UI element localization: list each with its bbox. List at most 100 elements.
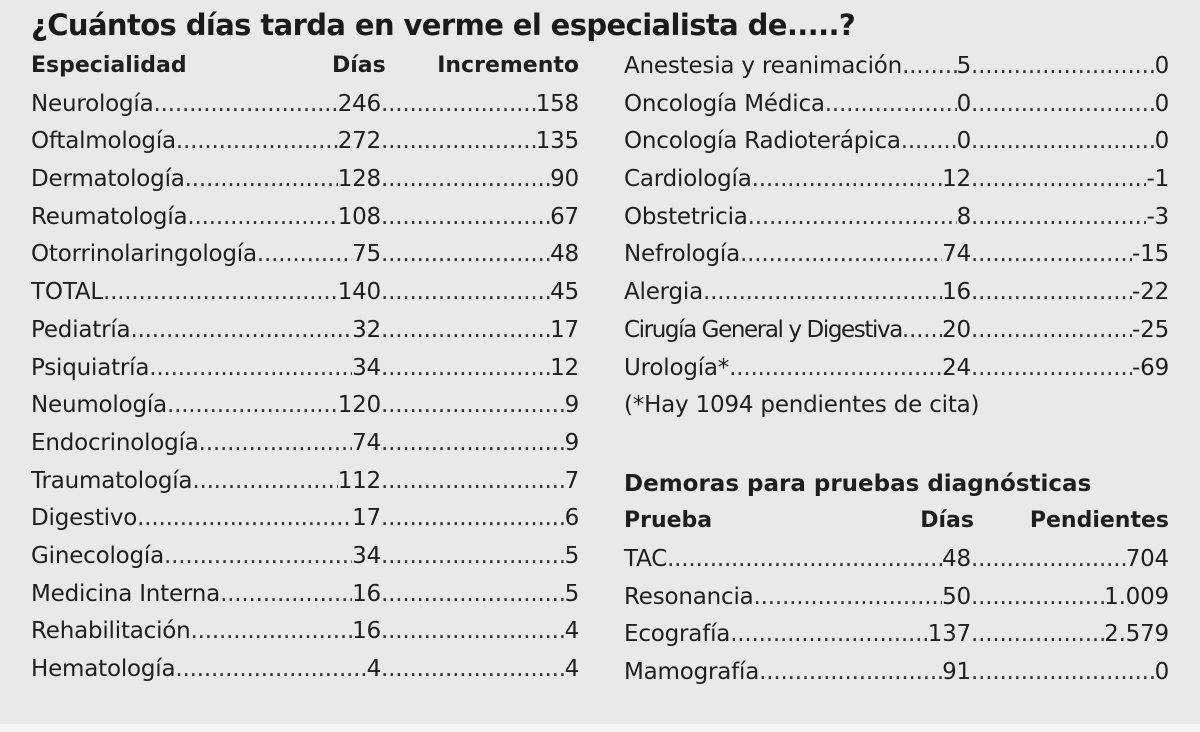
row-label: Nefrología: [624, 241, 741, 268]
increase-value: -25: [1132, 316, 1169, 343]
leader-dots: [902, 53, 957, 79]
row-label: Urología*: [624, 354, 730, 381]
days-value: 8: [956, 203, 972, 230]
increase-value: 158: [535, 90, 580, 117]
days-value: 34: [352, 354, 381, 381]
leader-dots: [381, 241, 550, 267]
table-row: Neurología 246 158: [31, 91, 579, 129]
row-label: Otorrinolaringología: [31, 241, 257, 268]
pending-value: 704: [1125, 545, 1170, 572]
leader-dots: [703, 279, 942, 305]
days-value: 32: [352, 316, 381, 343]
leader-dots: [825, 91, 957, 117]
row-label: Cirugía General y Digestiva: [624, 316, 903, 343]
row-label: TAC: [624, 545, 668, 572]
header-specialty: Especialidad: [31, 53, 187, 78]
row-label: Mamografía: [624, 659, 760, 685]
row-label: Oftalmología: [31, 128, 176, 155]
increase-value: 17: [550, 316, 579, 343]
days-value: 20: [942, 316, 971, 343]
days-value: 16: [942, 279, 971, 306]
table-row: Pediatría 32 17: [31, 317, 579, 355]
table-row: TOTAL 140 45: [31, 279, 579, 317]
increase-value: 4: [564, 618, 580, 645]
leader-dots: [381, 505, 565, 531]
days-value: 0: [956, 90, 972, 117]
header-increase: Incremento: [437, 53, 579, 78]
increase-value: 5: [564, 542, 580, 569]
increase-value: -15: [1132, 241, 1169, 268]
table-header: Especialidad Días Incremento: [31, 53, 579, 91]
days-value: 137: [927, 621, 972, 648]
tests-header: Prueba Días Pendientes: [624, 508, 1169, 546]
pending-value: 0: [1154, 659, 1170, 685]
leader-dots: [759, 659, 942, 685]
table-row: Ginecología 34 5: [31, 543, 579, 581]
specialty-table-right: Anestesia y reanimación50Oncología Médic…: [624, 53, 1169, 697]
row-label: Neurología: [31, 90, 154, 117]
leader-dots: [902, 317, 942, 343]
table-row: Digestivo 17 6: [31, 505, 579, 543]
table-row: Reumatología 108 67: [31, 204, 579, 242]
row-label: Endocrinología: [31, 429, 199, 456]
days-value: 24: [942, 354, 971, 381]
days-value: 74: [942, 241, 971, 268]
increase-value: 7: [564, 467, 580, 494]
table-row: Oftalmología 272 135: [31, 128, 579, 166]
increase-value: 4: [564, 656, 580, 682]
tests-title: Demoras para pruebas diagnósticas: [624, 470, 1092, 497]
leader-dots: [175, 656, 366, 682]
row-label: Digestivo: [31, 505, 138, 532]
table-row: Psiquiatría 34 12: [31, 355, 579, 393]
leader-dots: [971, 355, 1132, 381]
leader-dots: [901, 128, 957, 154]
leader-dots: [667, 546, 942, 572]
table-row: Mamografía 91 0: [624, 659, 1169, 697]
days-value: 48: [942, 545, 971, 572]
leader-dots: [971, 204, 1146, 230]
days-value: 5: [956, 53, 972, 79]
leader-dots: [748, 204, 957, 230]
increase-value: 45: [550, 279, 579, 306]
leader-dots: [381, 91, 536, 117]
leader-dots: [971, 546, 1126, 572]
leader-dots: [971, 91, 1155, 117]
table-row: TAC 48 704: [624, 546, 1169, 584]
table-row: Cardiología 12 -1: [624, 166, 1169, 204]
row-label: Medicina Interna: [31, 580, 221, 607]
leader-dots: [381, 468, 565, 494]
specialty-table-left: Especialidad Días Incremento Neurología 2…: [31, 53, 579, 694]
pending-value: 1.009: [1104, 583, 1169, 610]
leader-dots: [971, 53, 1155, 79]
increase-value: 48: [550, 241, 579, 268]
increase-value: 9: [564, 392, 580, 419]
increase-value: -22: [1132, 279, 1169, 306]
row-label: Dermatología: [31, 166, 185, 193]
row-label: Pediatría: [31, 316, 131, 343]
days-value: 50: [942, 583, 971, 610]
leader-dots: [381, 355, 550, 381]
header-pending: Pendientes: [1029, 508, 1169, 534]
leader-dots: [149, 355, 352, 381]
header-days: Días: [332, 53, 386, 78]
row-label: Oncología Médica: [624, 90, 825, 117]
row-label: Resonancia: [624, 583, 754, 610]
row-label: Ginecología: [31, 542, 165, 569]
leader-dots: [381, 618, 565, 644]
leader-dots: [971, 166, 1146, 192]
footnote: (*Hay 1094 pendientes de cita): [624, 392, 980, 419]
leader-dots: [154, 91, 338, 117]
leader-dots: [971, 659, 1155, 685]
leader-dots: [381, 317, 550, 343]
row-label: Reumatología: [31, 203, 188, 230]
days-value: 4: [366, 656, 382, 682]
increase-value: 135: [535, 128, 580, 155]
table-row: Otorrinolaringología 75 48: [31, 241, 579, 279]
increase-value: 5: [564, 580, 580, 607]
row-label: Alergia: [624, 279, 704, 306]
row-label: Hematología: [31, 656, 176, 682]
increase-value: -3: [1146, 203, 1169, 230]
table-row: Hematología 4 4: [31, 656, 579, 694]
row-label: Rehabilitación: [31, 618, 191, 645]
table-row: Medicina Interna 16 5: [31, 581, 579, 619]
